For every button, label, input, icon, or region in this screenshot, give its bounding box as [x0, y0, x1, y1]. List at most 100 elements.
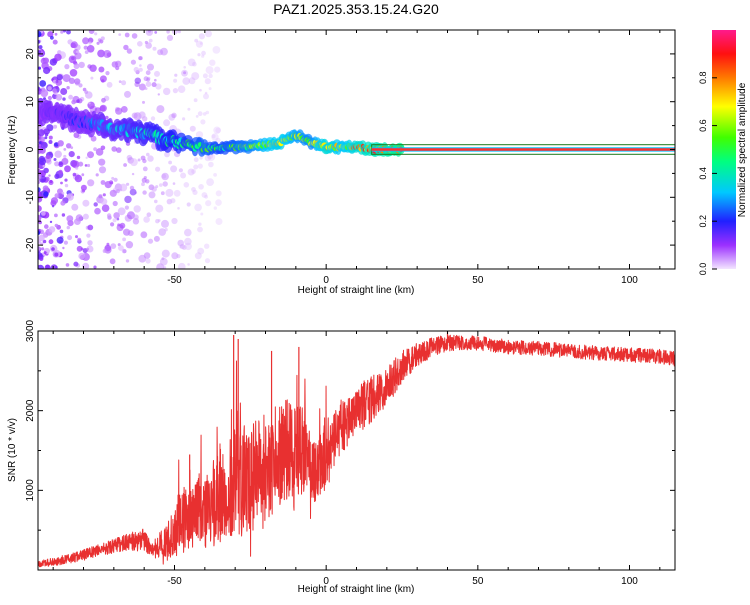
speckle-point [43, 167, 49, 174]
speckle-point [66, 215, 74, 223]
speckle-point [202, 112, 207, 116]
speckle-point [73, 63, 80, 70]
speckle-point [138, 67, 143, 72]
speckle-point [68, 55, 77, 64]
speckle-point [96, 41, 100, 45]
speckle-point [127, 211, 135, 220]
speckle-point [58, 169, 63, 175]
speckle-point [147, 63, 154, 71]
speckle-point [180, 172, 187, 179]
speckle-point [99, 104, 107, 112]
speckle-point [55, 85, 59, 89]
speckle-point [145, 81, 152, 87]
snr-panel: -50 0 50 100 1000 2000 3000 Height of straight… [7, 319, 676, 595]
speckle-point [154, 199, 158, 204]
speckle-point [187, 107, 191, 111]
speckle-point [54, 223, 59, 228]
speckle-point [78, 83, 83, 88]
speckle-point [93, 147, 97, 152]
speckle-point [87, 151, 94, 159]
x-tick-label: -50 [167, 576, 182, 587]
speckle-point [118, 245, 124, 251]
speckle-point [184, 228, 192, 237]
speckle-point [119, 222, 126, 229]
speckle-point [73, 261, 79, 267]
speckle-point [50, 35, 54, 40]
speckle-point [205, 200, 212, 207]
speckle-point [109, 189, 117, 197]
speckle-point [198, 222, 202, 226]
speckle-point [94, 207, 101, 215]
speckle-point [99, 75, 107, 83]
speckle-point [164, 151, 170, 158]
speckle-point [98, 158, 106, 166]
speckle-point [204, 194, 209, 199]
speckle-point [38, 247, 41, 251]
speckle-point [166, 198, 173, 205]
speckle-point [204, 155, 211, 162]
speckle-point [118, 80, 122, 83]
speckle-point [193, 164, 199, 170]
speckle-point [74, 78, 81, 85]
speckle-point [206, 178, 215, 187]
speckle-point [177, 85, 186, 93]
speckle-point [66, 143, 72, 149]
speckle-point [197, 111, 203, 117]
speckle-point [38, 193, 42, 200]
speckle-point [178, 168, 183, 173]
speckle-point [199, 42, 203, 45]
speckle-point [84, 50, 89, 54]
spectrogram-axes: -50 0 50 100 -20 -10 0 10 20 [25, 29, 675, 286]
y-tick-label: 3000 [25, 319, 36, 342]
snr-axes: -50 0 50 100 1000 2000 3000 [25, 319, 675, 587]
speckle-point [173, 189, 181, 197]
speckle-point [101, 204, 110, 212]
speckle-point [197, 226, 203, 233]
speckle-point [88, 41, 92, 45]
speckle-point [195, 40, 204, 48]
speckle-point [213, 206, 217, 210]
speckle-point [188, 77, 196, 85]
speckle-point [86, 247, 89, 251]
y-tick-label: 0 [25, 146, 36, 152]
speckle-point [38, 230, 41, 236]
speckle-point [112, 200, 118, 207]
speckle-point [179, 245, 183, 249]
speckle-point [208, 73, 213, 79]
speckle-point [38, 187, 41, 192]
speckle-point [43, 251, 47, 255]
speckle-point [102, 193, 106, 197]
speckle-point [68, 94, 73, 100]
speckle-point [131, 172, 135, 176]
speckle-point [211, 133, 219, 141]
speckle-point [38, 205, 42, 212]
speckle-point [197, 247, 205, 255]
speckle-point [87, 224, 94, 231]
speckle-point [64, 64, 70, 70]
speckle-point [38, 45, 43, 50]
speckle-point [39, 256, 44, 261]
speckle-point [81, 173, 85, 177]
speckle-point [154, 31, 158, 34]
speckle-point [208, 87, 212, 91]
speckle-point [111, 176, 115, 180]
speckle-point [38, 168, 41, 175]
snr-ylabel: SNR (10 * v/v) [7, 418, 18, 482]
speckle-point [151, 186, 157, 192]
speckle-point [64, 178, 68, 182]
speckle-point [44, 133, 49, 137]
speckle-point [192, 61, 197, 67]
speckle-point [62, 30, 67, 33]
speckle-point [203, 93, 209, 100]
speckle-point [123, 44, 129, 51]
speckle-point [55, 266, 58, 269]
speckle-point [184, 242, 192, 251]
speckle-point [46, 155, 50, 159]
speckle-point [161, 219, 169, 228]
speckle-point [204, 78, 211, 85]
speckle-point [208, 161, 214, 168]
speckle-point [76, 155, 81, 160]
speckle-point [65, 263, 70, 267]
speckle-point [105, 71, 110, 76]
speckle-point [143, 216, 150, 223]
